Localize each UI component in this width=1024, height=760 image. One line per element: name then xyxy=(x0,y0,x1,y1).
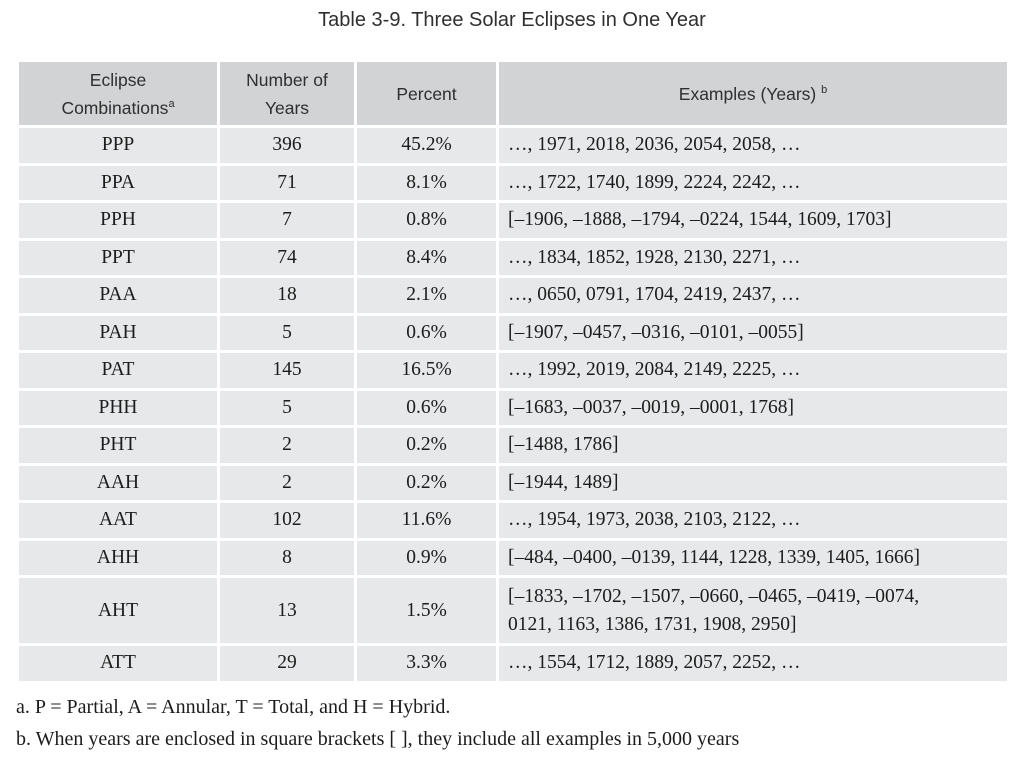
table-row: PAT 145 16.5% …, 1992, 2019, 2084, 2149,… xyxy=(19,353,1007,388)
examples-cell: [–1944, 1489] xyxy=(499,465,1007,500)
combo-cell: PAH xyxy=(19,315,217,350)
table-row: AHT 13 1.5% [–1833, –1702, –1507, –0660,… xyxy=(19,578,1007,643)
table-row: ATT 29 3.3% …, 1554, 1712, 1889, 2057, 2… xyxy=(19,646,1007,681)
header-number-of-years: Number of Years xyxy=(220,62,354,125)
examples-cell: …, 1992, 2019, 2084, 2149, 2225, … xyxy=(499,353,1007,388)
examples-cell: …, 0650, 0791, 1704, 2419, 2437, … xyxy=(499,278,1007,313)
percent-cell: 0.6% xyxy=(357,390,496,425)
examples-cell: …, 1834, 1852, 1928, 2130, 2271, … xyxy=(499,240,1007,275)
header-label: Number of Years xyxy=(246,69,328,118)
years-cell: 29 xyxy=(220,646,354,681)
years-cell: 102 xyxy=(220,503,354,538)
percent-cell: 8.1% xyxy=(357,165,496,200)
percent-cell: 0.9% xyxy=(357,540,496,575)
percent-cell: 45.2% xyxy=(357,128,496,163)
page-title: Table 3-9. Three Solar Eclipses in One Y… xyxy=(318,9,706,31)
years-cell: 5 xyxy=(220,390,354,425)
combo-cell: ATT xyxy=(19,646,217,681)
table-row: PPA 71 8.1% …, 1722, 1740, 1899, 2224, 2… xyxy=(19,165,1007,200)
percent-cell: 2.1% xyxy=(357,278,496,313)
header-number-of-years-text: Number of Years xyxy=(239,66,335,122)
examples-cell: [–1683, –0037, –0019, –0001, 1768] xyxy=(499,390,1007,425)
years-cell: 2 xyxy=(220,428,354,463)
percent-cell: 0.2% xyxy=(357,428,496,463)
percent-cell: 1.5% xyxy=(357,578,496,643)
table-row: PPP 396 45.2% …, 1971, 2018, 2036, 2054,… xyxy=(19,128,1007,163)
years-cell: 2 xyxy=(220,465,354,500)
eclipse-combinations-table: Eclipse Combinationsa Number of Years Pe… xyxy=(16,59,1010,684)
examples-cell: [–1833, –1702, –1507, –0660, –0465, –041… xyxy=(499,578,1007,643)
table-row: AHH 8 0.9% [–484, –0400, –0139, 1144, 12… xyxy=(19,540,1007,575)
header-label: Eclipse Combinations xyxy=(61,69,169,118)
combo-cell: AAT xyxy=(19,503,217,538)
table-body: PPP 396 45.2% …, 1971, 2018, 2036, 2054,… xyxy=(19,128,1007,681)
combo-cell: PAT xyxy=(19,353,217,388)
years-cell: 396 xyxy=(220,128,354,163)
footnote-marker-a: a xyxy=(168,97,175,110)
combo-cell: PHH xyxy=(19,390,217,425)
combo-cell: PAA xyxy=(19,278,217,313)
examples-cell: [–1907, –0457, –0316, –0101, –0055] xyxy=(499,315,1007,350)
examples-cell: …, 1971, 2018, 2036, 2054, 2058, … xyxy=(499,128,1007,163)
table-header: Eclipse Combinationsa Number of Years Pe… xyxy=(19,62,1007,125)
years-cell: 13 xyxy=(220,578,354,643)
examples-cell: [–1906, –1888, –1794, –0224, 1544, 1609,… xyxy=(499,203,1007,238)
header-percent: Percent xyxy=(357,62,496,125)
percent-cell: 0.6% xyxy=(357,315,496,350)
years-cell: 7 xyxy=(220,203,354,238)
examples-cell: …, 1722, 1740, 1899, 2224, 2242, … xyxy=(499,165,1007,200)
header-label: Percent xyxy=(396,83,457,104)
combo-cell: AHT xyxy=(19,578,217,643)
percent-cell: 11.6% xyxy=(357,503,496,538)
years-cell: 145 xyxy=(220,353,354,388)
years-cell: 74 xyxy=(220,240,354,275)
examples-cell: [–484, –0400, –0139, 1144, 1228, 1339, 1… xyxy=(499,540,1007,575)
header-eclipse-combinations-text: Eclipse Combinationsa xyxy=(52,66,184,122)
header-label: Examples (Years) xyxy=(678,83,817,104)
table-row: PPT 74 8.4% …, 1834, 1852, 1928, 2130, 2… xyxy=(19,240,1007,275)
header-eclipse-combinations: Eclipse Combinationsa xyxy=(19,62,217,125)
years-cell: 18 xyxy=(220,278,354,313)
examples-cell: …, 1554, 1712, 1889, 2057, 2252, … xyxy=(499,646,1007,681)
table-row: PAH 5 0.6% [–1907, –0457, –0316, –0101, … xyxy=(19,315,1007,350)
footnote-a: a. P = Partial, A = Annular, T = Total, … xyxy=(16,696,451,718)
table-row: AAH 2 0.2% [–1944, 1489] xyxy=(19,465,1007,500)
years-cell: 71 xyxy=(220,165,354,200)
combo-cell: PHT xyxy=(19,428,217,463)
percent-cell: 0.2% xyxy=(357,465,496,500)
header-examples-years: Examples (Years) b xyxy=(499,62,1007,125)
table-row: PAA 18 2.1% …, 0650, 0791, 1704, 2419, 2… xyxy=(19,278,1007,313)
table-row: AAT 102 11.6% …, 1954, 1973, 2038, 2103,… xyxy=(19,503,1007,538)
percent-cell: 0.8% xyxy=(357,203,496,238)
examples-cell: [–1488, 1786] xyxy=(499,428,1007,463)
percent-cell: 3.3% xyxy=(357,646,496,681)
examples-cell: …, 1954, 1973, 2038, 2103, 2122, … xyxy=(499,503,1007,538)
percent-cell: 16.5% xyxy=(357,353,496,388)
percent-cell: 8.4% xyxy=(357,240,496,275)
combo-cell: PPH xyxy=(19,203,217,238)
combo-cell: PPP xyxy=(19,128,217,163)
footnotes: a. P = Partial, A = Annular, T = Total, … xyxy=(16,696,739,760)
combo-cell: AAH xyxy=(19,465,217,500)
combo-cell: PPA xyxy=(19,165,217,200)
footnote-b: b. When years are enclosed in square bra… xyxy=(16,728,740,750)
table-row: PHH 5 0.6% [–1683, –0037, –0019, –0001, … xyxy=(19,390,1007,425)
table-row: PHT 2 0.2% [–1488, 1786] xyxy=(19,428,1007,463)
years-cell: 5 xyxy=(220,315,354,350)
years-cell: 8 xyxy=(220,540,354,575)
table-row: PPH 7 0.8% [–1906, –1888, –1794, –0224, … xyxy=(19,203,1007,238)
footnote-marker-b: b xyxy=(821,83,828,96)
combo-cell: AHH xyxy=(19,540,217,575)
header-row: Eclipse Combinationsa Number of Years Pe… xyxy=(19,62,1007,125)
combo-cell: PPT xyxy=(19,240,217,275)
